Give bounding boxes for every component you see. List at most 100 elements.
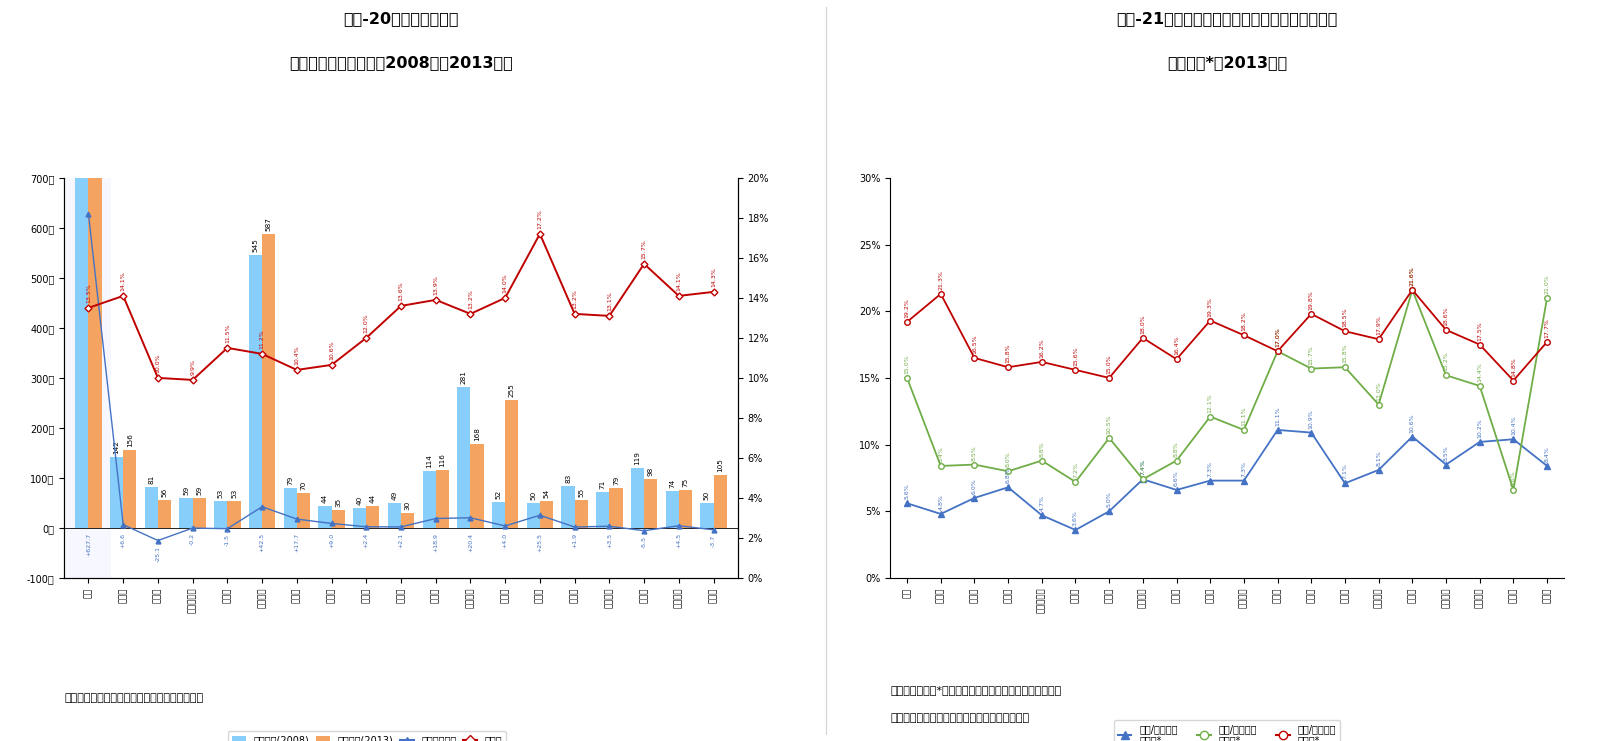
Text: 16.5%: 16.5% bbox=[972, 334, 977, 354]
Text: 105: 105 bbox=[717, 459, 723, 473]
Text: 255: 255 bbox=[508, 384, 515, 397]
Text: 7.2%: 7.2% bbox=[1073, 462, 1078, 478]
Text: 11.1%: 11.1% bbox=[1275, 406, 1280, 426]
Text: 8.4%: 8.4% bbox=[938, 446, 943, 462]
Text: 8.8%: 8.8% bbox=[1174, 441, 1179, 456]
Text: 44: 44 bbox=[371, 494, 375, 503]
Text: （出所）総務省統計局「住宅・土地統計調査」: （出所）総務省統計局「住宅・土地統計調査」 bbox=[890, 713, 1030, 722]
Text: +2.1: +2.1 bbox=[398, 533, 404, 548]
Bar bbox=[401, 513, 414, 528]
Text: 10.4%: 10.4% bbox=[1511, 416, 1516, 435]
Text: 35: 35 bbox=[335, 498, 342, 508]
Text: 8.4%: 8.4% bbox=[1545, 446, 1549, 462]
Legend: 持家/一戸建て
空家率*, 持家/共同住宅
空家率*, 借家/共同住宅
空家率*: 持家/一戸建て 空家率*, 持家/共同住宅 空家率*, 借家/共同住宅 空家率* bbox=[1113, 720, 1341, 741]
Text: 11.1%: 11.1% bbox=[1241, 406, 1246, 426]
Text: 14.8%: 14.8% bbox=[1511, 357, 1516, 376]
Text: 281: 281 bbox=[460, 370, 467, 385]
Text: +3.5: +3.5 bbox=[606, 533, 611, 548]
Text: 52: 52 bbox=[496, 490, 502, 499]
Text: 図表-21：主要都市別の所有関係別・建て方別の: 図表-21：主要都市別の所有関係別・建て方別の bbox=[1116, 11, 1338, 26]
Text: 10.4%: 10.4% bbox=[294, 345, 300, 365]
Text: 10.5%: 10.5% bbox=[1107, 414, 1112, 434]
Text: +42.5: +42.5 bbox=[260, 533, 265, 552]
Text: 15.7%: 15.7% bbox=[642, 239, 646, 259]
Text: 図表-20：主要都市別の: 図表-20：主要都市別の bbox=[343, 11, 459, 26]
Text: 7.3%: 7.3% bbox=[1208, 461, 1213, 476]
Text: 44: 44 bbox=[322, 494, 327, 503]
Text: 17.9%: 17.9% bbox=[1376, 316, 1381, 335]
Text: 7.3%: 7.3% bbox=[1241, 461, 1246, 476]
Bar bbox=[284, 488, 297, 528]
Text: 15.8%: 15.8% bbox=[1343, 344, 1347, 363]
Bar bbox=[157, 500, 172, 528]
Text: +2.4: +2.4 bbox=[364, 533, 369, 548]
Text: 5.0%: 5.0% bbox=[1107, 491, 1112, 508]
Text: 83: 83 bbox=[565, 474, 571, 483]
Text: 6.6%: 6.6% bbox=[1174, 471, 1179, 486]
Text: -5.5: -5.5 bbox=[642, 536, 646, 548]
Text: 9.9%: 9.9% bbox=[191, 359, 196, 375]
Text: 114: 114 bbox=[427, 454, 431, 468]
Bar bbox=[261, 234, 276, 528]
Text: 545: 545 bbox=[252, 239, 258, 253]
Text: 10.0%: 10.0% bbox=[156, 353, 160, 373]
Text: 59: 59 bbox=[183, 486, 189, 496]
Text: 7.4%: 7.4% bbox=[1140, 459, 1145, 475]
Text: 8.0%: 8.0% bbox=[1006, 451, 1011, 468]
Text: 59: 59 bbox=[196, 486, 202, 496]
Bar bbox=[666, 491, 678, 528]
Text: +9.0: +9.0 bbox=[329, 533, 334, 548]
Text: -1.5: -1.5 bbox=[225, 534, 229, 545]
Text: 13.6%: 13.6% bbox=[398, 281, 404, 301]
Text: 5.6%: 5.6% bbox=[905, 484, 909, 499]
Text: 70: 70 bbox=[300, 481, 306, 490]
Bar bbox=[422, 471, 436, 528]
Text: -0.2: -0.2 bbox=[191, 533, 196, 545]
Text: 8.5%: 8.5% bbox=[972, 445, 977, 461]
Text: 10.2%: 10.2% bbox=[1477, 418, 1482, 438]
Text: 11.5%: 11.5% bbox=[225, 323, 229, 343]
Text: 55: 55 bbox=[577, 488, 584, 497]
Bar bbox=[297, 493, 310, 528]
Text: 53: 53 bbox=[218, 489, 225, 499]
Text: 14.1%: 14.1% bbox=[677, 271, 682, 291]
Text: 16.2%: 16.2% bbox=[1039, 338, 1044, 358]
Text: +18.9: +18.9 bbox=[433, 533, 438, 552]
Bar bbox=[701, 503, 714, 528]
Text: 50: 50 bbox=[531, 491, 536, 500]
Bar bbox=[470, 444, 484, 528]
Bar bbox=[678, 491, 691, 528]
Text: 116: 116 bbox=[439, 453, 446, 467]
Text: 71: 71 bbox=[600, 480, 606, 490]
Text: 50: 50 bbox=[704, 491, 711, 500]
Text: 17.7%: 17.7% bbox=[1545, 318, 1549, 338]
Text: 15.0%: 15.0% bbox=[1107, 354, 1112, 374]
Text: 21.6%: 21.6% bbox=[1410, 266, 1415, 286]
Text: 49: 49 bbox=[391, 491, 398, 500]
Text: 16.4%: 16.4% bbox=[1174, 336, 1179, 355]
Text: 18.5%: 18.5% bbox=[1343, 308, 1347, 328]
Text: 156: 156 bbox=[127, 433, 133, 447]
Bar bbox=[75, 0, 88, 528]
Text: 12.1%: 12.1% bbox=[1208, 393, 1213, 413]
Text: 75: 75 bbox=[682, 478, 688, 488]
Bar bbox=[505, 400, 518, 528]
Text: +1.9: +1.9 bbox=[573, 533, 577, 548]
Text: 11.2%: 11.2% bbox=[260, 329, 265, 349]
Text: （出所）総務省統計局「住宅・土地統計調査」: （出所）総務省統計局「住宅・土地統計調査」 bbox=[64, 693, 204, 702]
Text: 8.5%: 8.5% bbox=[1444, 445, 1448, 461]
Bar bbox=[574, 500, 587, 528]
Text: +4.0: +4.0 bbox=[502, 533, 508, 548]
Bar bbox=[436, 470, 449, 528]
Text: 空き家率*（2013年）: 空き家率*（2013年） bbox=[1168, 56, 1286, 70]
Text: 19.2%: 19.2% bbox=[905, 298, 909, 318]
Bar bbox=[630, 468, 645, 528]
Text: 15.7%: 15.7% bbox=[1309, 345, 1314, 365]
Text: 18.0%: 18.0% bbox=[1140, 314, 1145, 334]
Bar bbox=[457, 388, 470, 528]
Text: 17.5%: 17.5% bbox=[1477, 321, 1482, 341]
Bar bbox=[645, 479, 658, 528]
Text: 19.3%: 19.3% bbox=[1208, 296, 1213, 316]
Text: +25.5: +25.5 bbox=[537, 533, 542, 552]
Text: +6.6: +6.6 bbox=[120, 533, 125, 548]
